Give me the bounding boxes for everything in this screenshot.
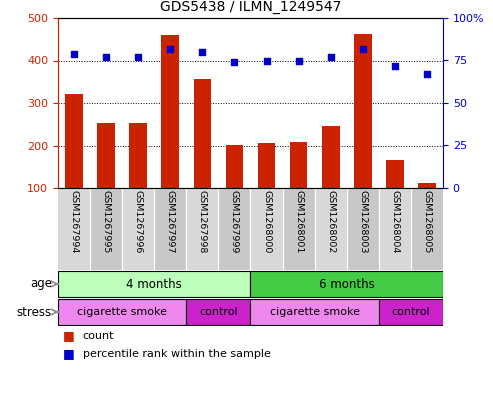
Bar — [194, 79, 211, 188]
Point — [134, 54, 142, 60]
Text: GSM1267996: GSM1267996 — [134, 191, 142, 254]
Text: GSM1268003: GSM1268003 — [358, 191, 367, 254]
Text: GSM1267995: GSM1267995 — [102, 191, 110, 254]
Bar — [90, 188, 122, 270]
Bar — [97, 123, 115, 188]
Point — [231, 59, 239, 65]
Text: ■: ■ — [63, 329, 75, 343]
Bar — [354, 34, 372, 188]
Bar — [347, 188, 379, 270]
Text: GSM1267998: GSM1267998 — [198, 191, 207, 254]
Bar — [282, 188, 315, 270]
Point — [198, 49, 206, 55]
Bar — [315, 188, 347, 270]
Text: count: count — [83, 331, 114, 341]
Point — [102, 54, 110, 60]
Text: ■: ■ — [63, 347, 75, 360]
Bar — [58, 188, 90, 270]
Bar — [186, 188, 218, 270]
Bar — [250, 270, 443, 298]
Text: GSM1268004: GSM1268004 — [390, 191, 399, 254]
Text: GSM1268002: GSM1268002 — [326, 191, 335, 254]
Bar — [258, 143, 276, 188]
Point — [295, 57, 303, 64]
Bar — [290, 142, 308, 188]
Bar — [322, 126, 340, 188]
Bar — [418, 183, 436, 188]
Text: 4 months: 4 months — [126, 277, 182, 290]
Text: GSM1267999: GSM1267999 — [230, 191, 239, 254]
Bar — [122, 188, 154, 270]
Point — [263, 57, 271, 64]
Bar — [129, 123, 147, 188]
Bar — [226, 145, 243, 188]
Bar — [65, 94, 83, 188]
Bar — [250, 299, 379, 325]
Point — [391, 62, 399, 69]
Text: GSM1268005: GSM1268005 — [423, 191, 431, 254]
Text: GSM1267994: GSM1267994 — [70, 191, 78, 254]
Bar — [250, 188, 282, 270]
Point — [327, 54, 335, 60]
Text: stress: stress — [17, 305, 52, 318]
Bar — [186, 299, 250, 325]
Title: GDS5438 / ILMN_1249547: GDS5438 / ILMN_1249547 — [160, 0, 341, 14]
Text: cigarette smoke: cigarette smoke — [77, 307, 167, 317]
Bar — [386, 160, 404, 188]
Bar — [58, 270, 250, 298]
Text: percentile rank within the sample: percentile rank within the sample — [83, 349, 271, 359]
Text: control: control — [199, 307, 238, 317]
Point — [70, 51, 78, 57]
Bar — [154, 188, 186, 270]
Bar — [162, 35, 179, 188]
Text: age: age — [30, 277, 52, 290]
Bar — [379, 188, 411, 270]
Bar — [411, 188, 443, 270]
Text: GSM1268001: GSM1268001 — [294, 191, 303, 254]
Point — [359, 46, 367, 52]
Text: GSM1268000: GSM1268000 — [262, 191, 271, 254]
Point — [166, 46, 174, 52]
Text: GSM1267997: GSM1267997 — [166, 191, 175, 254]
Text: 6 months: 6 months — [319, 277, 375, 290]
Bar — [379, 299, 443, 325]
Bar — [218, 188, 250, 270]
Text: control: control — [391, 307, 430, 317]
Text: cigarette smoke: cigarette smoke — [270, 307, 360, 317]
Bar — [58, 299, 186, 325]
Point — [423, 71, 431, 77]
